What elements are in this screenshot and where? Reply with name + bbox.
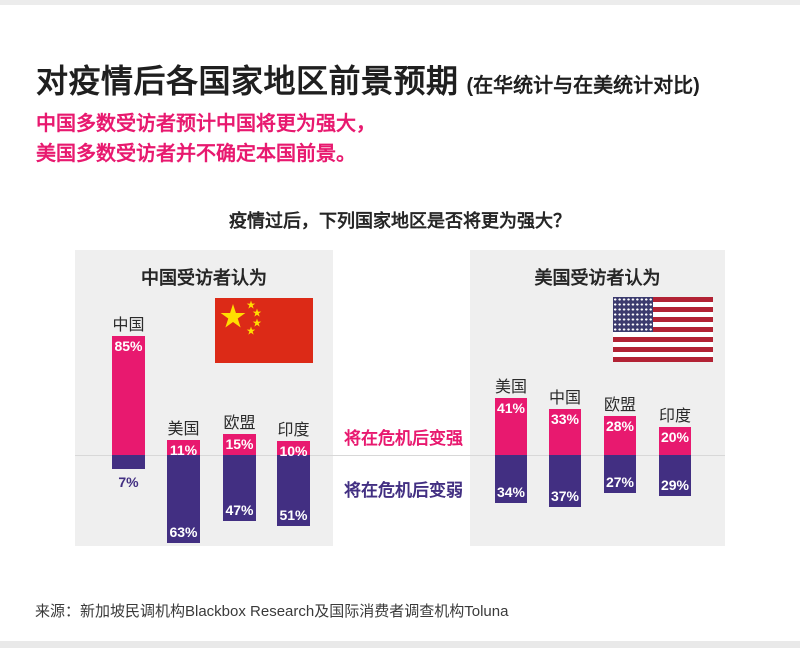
stronger-segment xyxy=(604,416,636,455)
bar-category-label: 中国 xyxy=(112,317,145,334)
weaker-value-label: 7% xyxy=(118,474,139,490)
us-flag-canton xyxy=(613,297,653,332)
us-flag-icon xyxy=(613,297,713,362)
bar-category-label: 中国 xyxy=(548,390,581,407)
bar-category-label: 印度 xyxy=(277,422,310,439)
bar-category-label: 欧盟 xyxy=(603,397,636,414)
weaker-segment xyxy=(495,455,527,503)
stronger-value-label: 41% xyxy=(496,400,526,416)
bar-category-label: 印度 xyxy=(658,408,691,425)
weaker-value-label: 51% xyxy=(279,507,308,523)
stronger-value-label: 11% xyxy=(169,442,198,458)
weaker-segment xyxy=(549,455,581,507)
bar-category-label: 美国 xyxy=(494,379,527,396)
stronger-segment xyxy=(277,441,310,455)
page-subtitle: 中国多数受访者预计中国将更为强大， 美国多数受访者并不确定本国前景。 xyxy=(36,109,376,169)
china-flag-icon xyxy=(215,298,313,363)
stronger-segment xyxy=(495,398,527,455)
legend-weaker-label: 将在危机后变弱 xyxy=(344,481,463,500)
weaker-segment xyxy=(277,455,310,526)
stronger-segment xyxy=(112,336,145,455)
bar-category-label: 欧盟 xyxy=(223,415,256,432)
weaker-value-label: 37% xyxy=(550,488,580,504)
weaker-value-label: 27% xyxy=(605,474,635,490)
weaker-value-label: 47% xyxy=(225,502,254,518)
weaker-segment xyxy=(604,455,636,493)
bar-category-label: 美国 xyxy=(167,421,200,438)
us-respondents-panel: 美国受访者认为 美国 41% 34% 中国 33% 37% 欧盟 28% 27% 印度 20% 29% xyxy=(470,250,725,546)
subtitle-line-1: 中国多数受访者预计中国将更为强大， xyxy=(36,113,376,135)
page-title-suffix: (在华统计与在美统计对比) xyxy=(466,75,700,97)
top-border-strip xyxy=(0,0,800,5)
legend-stronger-label: 将在危机后变强 xyxy=(344,429,463,448)
source-note: 来源：新加坡民调机构Blackbox Research及国际消费者调查机构Tol… xyxy=(35,603,509,620)
weaker-segment xyxy=(112,455,145,469)
us-panel-bars: 美国 41% 34% 中国 33% 37% 欧盟 28% 27% 印度 20% 29% xyxy=(470,250,725,546)
chart-question: 疫情过后，下列国家地区是否将更为强大？ xyxy=(229,211,571,231)
stronger-segment xyxy=(659,427,691,455)
weaker-value-label: 29% xyxy=(660,477,690,493)
weaker-segment xyxy=(223,455,256,521)
stronger-value-label: 33% xyxy=(550,411,580,427)
china-respondents-panel: 中国受访者认为 中国 85% 7% 美国 11% 63% 欧盟 15% 47% 印度 10% 51% xyxy=(75,250,333,546)
zero-baseline xyxy=(75,455,725,456)
bottom-border-strip xyxy=(0,641,800,648)
page-title: 对疫情后各国家地区前景预期 (在华统计与在美统计对比) xyxy=(36,56,700,102)
china-panel-bars: 中国 85% 7% 美国 11% 63% 欧盟 15% 47% 印度 10% 51% xyxy=(75,250,333,546)
stronger-value-label: 28% xyxy=(605,418,635,434)
panel-title-us: 美国受访者认为 xyxy=(534,268,661,288)
stronger-value-label: 85% xyxy=(114,338,143,354)
weaker-segment xyxy=(167,455,200,543)
subtitle-line-2: 美国多数受访者并不确定本国前景。 xyxy=(36,143,356,165)
panel-title-china: 中国受访者认为 xyxy=(141,268,267,288)
weaker-segment xyxy=(659,455,691,496)
stronger-value-label: 20% xyxy=(660,429,690,445)
stronger-value-label: 10% xyxy=(279,443,308,459)
stronger-value-label: 15% xyxy=(225,436,254,452)
weaker-value-label: 63% xyxy=(169,524,198,540)
page-title-text: 对疫情后各国家地区前景预期 xyxy=(36,63,459,99)
stronger-segment xyxy=(549,409,581,455)
stronger-segment xyxy=(223,434,256,455)
weaker-value-label: 34% xyxy=(496,484,526,500)
stronger-segment xyxy=(167,440,200,455)
